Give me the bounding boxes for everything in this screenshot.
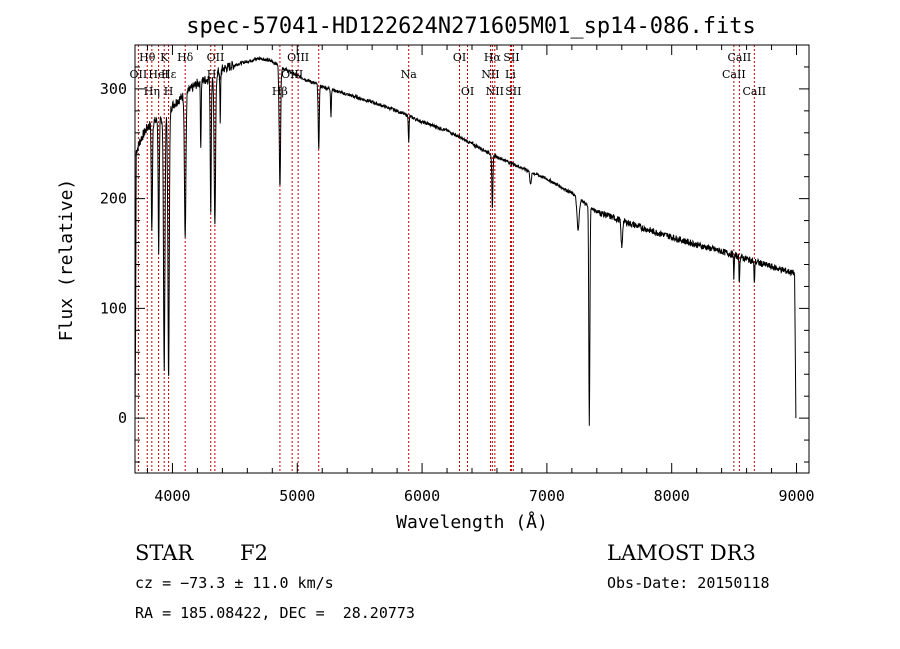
line-label: CaII — [722, 68, 746, 81]
line-label: Hη — [144, 85, 160, 98]
chart-title: spec-57041-HD122624N271605M01_sp14-086.f… — [186, 14, 756, 39]
x-axis: 4000 5000 6000 7000 8000 9000 — [146, 45, 815, 505]
coordinates: RA = 185.08422, DEC = 28.20773 — [135, 604, 415, 622]
y-tick-label: 100 — [100, 299, 127, 317]
x-tick-label: 8000 — [654, 487, 690, 505]
x-tick-label: 6000 — [404, 487, 440, 505]
y-axis: 0 100 200 300 — [100, 44, 809, 463]
line-label: K — [160, 51, 169, 64]
line-label: Hβ — [272, 85, 288, 98]
line-label: OI — [461, 85, 474, 98]
line-label: SII — [503, 51, 519, 64]
y-tick-label: 0 — [118, 409, 127, 427]
line-label: HeI — [148, 68, 168, 81]
survey-name: LAMOST DR3 — [607, 541, 756, 565]
line-label: Na — [401, 68, 418, 81]
obs-date: Obs-Date: 20150118 — [607, 574, 770, 592]
spectrum-series-line — [134, 55, 797, 426]
line-label: Hδ — [177, 51, 194, 64]
redshift-text: cz = −73.3 ± 11.0 km/s — [135, 574, 334, 592]
line-label: OIII — [287, 51, 309, 64]
line-label: OII — [130, 68, 148, 81]
line-label: NII — [486, 85, 504, 98]
line-label: NII — [481, 68, 499, 81]
x-axis-label: Wavelength (Å) — [396, 511, 548, 533]
x-tick-label: 4000 — [154, 487, 190, 505]
line-label: CaII — [742, 85, 766, 98]
x-tick-label: 5000 — [279, 487, 315, 505]
line-label: Hα — [484, 51, 502, 64]
subclass: F2 — [240, 541, 268, 565]
y-tick-label: 300 — [100, 80, 127, 98]
object-type: STAR — [135, 541, 194, 565]
x-tick-label: 7000 — [529, 487, 565, 505]
line-label: OI — [453, 51, 466, 64]
plot-frame — [134, 44, 810, 474]
line-label: OIII — [281, 68, 303, 81]
line-label: CaII — [728, 51, 752, 64]
line-label: Hθ — [139, 51, 156, 64]
y-tick-label: 200 — [100, 190, 127, 208]
line-label: SII — [505, 85, 521, 98]
line-label: Hε — [161, 68, 177, 81]
line-label: OII — [207, 51, 225, 64]
line-label: Li — [505, 68, 516, 81]
x-tick-label: 9000 — [778, 487, 814, 505]
spectrum-chart: spec-57041-HD122624N271605M01_sp14-086.f… — [56, 14, 815, 533]
y-axis-label: Flux (relative) — [56, 179, 77, 342]
line-marker-group — [137, 45, 755, 473]
line-label: H — [164, 85, 174, 98]
